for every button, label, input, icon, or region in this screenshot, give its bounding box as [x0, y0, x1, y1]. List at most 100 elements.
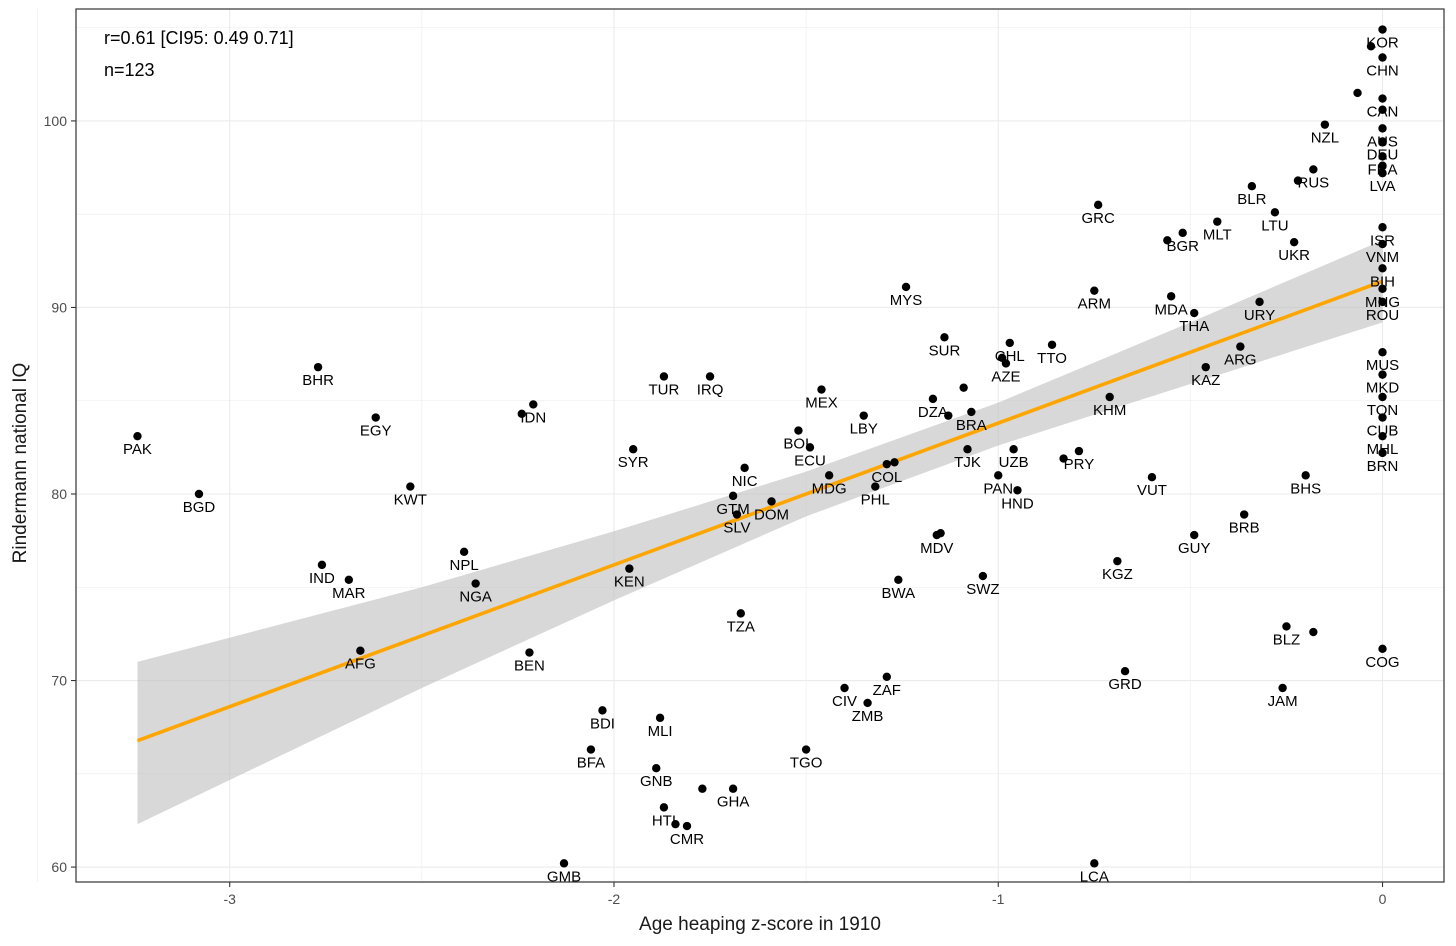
- point-label: LTU: [1261, 217, 1288, 234]
- data-point: [1320, 120, 1330, 129]
- data-point: [598, 706, 607, 715]
- point-label: HTI: [652, 812, 676, 829]
- sample-size-annotation: n=123: [104, 60, 155, 80]
- point-label: GMB: [547, 868, 581, 885]
- data-point: [1270, 208, 1280, 217]
- data-point: [871, 482, 880, 491]
- point-label: EGY: [360, 423, 392, 440]
- point-label: URY: [1244, 307, 1275, 324]
- regression-line: [136, 279, 1384, 743]
- point-label: BRN: [1367, 458, 1399, 475]
- point-label: PRY: [1064, 456, 1095, 473]
- point-label: BIH: [1370, 273, 1395, 290]
- point-label: HND: [1001, 495, 1034, 512]
- point-label: IDN: [520, 409, 546, 426]
- data-point: [1378, 297, 1387, 307]
- data-point: [1378, 105, 1387, 114]
- point-label: THA: [1179, 318, 1209, 335]
- point-label: CHN: [1366, 63, 1399, 80]
- point-labels-layer: KORCHNCANAUSDEUFRALVANZLRUSBLRLTUUKRMLTB…: [123, 35, 1400, 886]
- data-point: [655, 713, 665, 723]
- point-label: IRQ: [697, 381, 724, 398]
- point-label: ARG: [1224, 352, 1257, 369]
- data-point: [529, 400, 538, 409]
- point-label: BEN: [514, 658, 545, 675]
- point-label: CHL: [995, 348, 1025, 365]
- point-label: NPL: [450, 557, 479, 574]
- data-point: [890, 458, 899, 467]
- data-point: [1309, 165, 1318, 174]
- point-label: BWA: [882, 585, 916, 602]
- data-point: [1213, 217, 1222, 226]
- point-label: SLV: [723, 520, 750, 537]
- point-label: COG: [1365, 654, 1399, 671]
- data-point: [698, 784, 707, 793]
- point-label: MDG: [812, 480, 847, 497]
- data-point: [728, 491, 738, 501]
- data-point: [1105, 392, 1114, 402]
- point-label: RUS: [1298, 174, 1330, 191]
- data-point: [1201, 362, 1210, 372]
- data-point: [1378, 223, 1387, 232]
- point-label: MAR: [332, 585, 366, 602]
- point-label: BRB: [1229, 520, 1260, 537]
- point-label: BHR: [302, 372, 334, 389]
- data-point: [1378, 448, 1387, 458]
- point-label: AZE: [991, 368, 1020, 385]
- data-point: [1113, 556, 1122, 566]
- point-label: BGR: [1166, 238, 1199, 255]
- data-point: [936, 528, 945, 538]
- point-label: DEU: [1367, 146, 1399, 163]
- data-point: [194, 489, 204, 499]
- point-label: BOL: [783, 436, 813, 453]
- data-point: [994, 471, 1003, 480]
- point-label: MNG: [1365, 294, 1400, 311]
- point-label: BRA: [956, 417, 987, 434]
- point-label: SWZ: [966, 581, 999, 598]
- point-label: MEX: [805, 395, 838, 412]
- data-point: [1378, 644, 1387, 654]
- point-label: KWT: [394, 492, 427, 509]
- data-point: [1378, 137, 1387, 146]
- point-label: FRA: [1368, 161, 1398, 178]
- data-point: [1239, 510, 1249, 519]
- data-point: [728, 784, 738, 793]
- data-point: [371, 413, 380, 422]
- point-label: LVA: [1369, 178, 1395, 195]
- data-point: [1378, 161, 1387, 170]
- data-point: [517, 409, 526, 418]
- data-point: [901, 282, 911, 292]
- point-label: UZB: [999, 454, 1029, 471]
- x-tick-label: 0: [1379, 891, 1387, 907]
- data-point: [963, 445, 972, 454]
- point-label: LBY: [850, 421, 878, 438]
- data-point: [1378, 124, 1387, 133]
- data-point: [628, 445, 638, 454]
- data-point: [1366, 42, 1376, 51]
- data-point: [1309, 627, 1318, 637]
- data-point: [1378, 94, 1387, 103]
- point-label: KEN: [614, 574, 645, 591]
- data-point: [859, 411, 868, 420]
- data-point: [1378, 392, 1387, 402]
- data-point: [317, 560, 327, 570]
- point-label: DOM: [754, 506, 789, 523]
- panel-border: [75, 8, 1445, 883]
- point-label: NGA: [459, 589, 492, 606]
- point-label: TGO: [790, 755, 823, 772]
- data-point: [944, 411, 953, 420]
- y-tick-label: 60: [51, 859, 67, 875]
- data-point: [659, 372, 669, 381]
- point-label: AFG: [345, 656, 376, 673]
- data-point: [805, 443, 815, 452]
- point-label: PAN: [983, 480, 1013, 497]
- data-point: [824, 471, 834, 480]
- point-label: ECU: [794, 452, 826, 469]
- data-point: [559, 859, 569, 868]
- data-point: [313, 362, 323, 372]
- point-label: JAM: [1268, 693, 1298, 710]
- point-label: GRD: [1108, 676, 1142, 693]
- data-point: [840, 683, 849, 693]
- data-point: [671, 819, 680, 829]
